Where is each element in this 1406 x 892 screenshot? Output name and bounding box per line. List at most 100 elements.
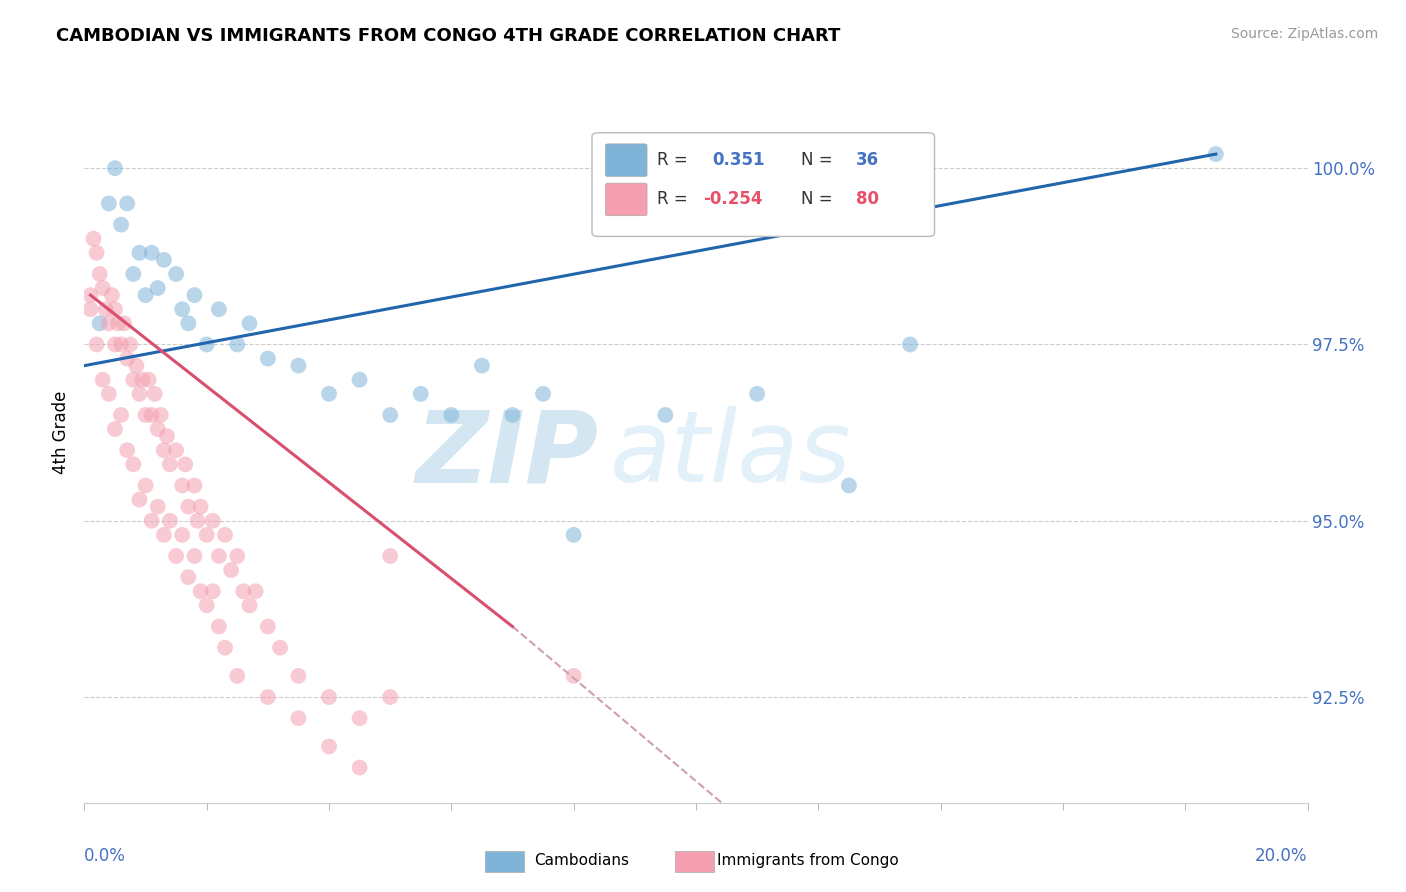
Text: 36: 36 — [856, 151, 879, 169]
Point — [177, 500, 200, 514]
Point — [269, 640, 291, 655]
Point — [172, 302, 194, 317]
Point — [112, 316, 135, 330]
Point — [183, 478, 205, 492]
Point — [153, 528, 176, 542]
Point — [91, 373, 114, 387]
Point — [128, 492, 150, 507]
Point — [380, 408, 402, 422]
Point — [287, 711, 309, 725]
Point — [898, 337, 921, 351]
Point — [128, 245, 150, 260]
Point — [440, 408, 463, 422]
Point — [101, 288, 124, 302]
Point — [104, 422, 127, 436]
Text: 80: 80 — [856, 190, 879, 209]
Point — [107, 316, 129, 330]
Point — [125, 359, 148, 373]
Point — [110, 337, 132, 351]
Point — [86, 337, 108, 351]
Point — [97, 387, 120, 401]
Point — [201, 584, 224, 599]
Point — [226, 549, 249, 563]
Point — [562, 528, 585, 542]
Point — [174, 458, 197, 472]
Point — [531, 387, 554, 401]
Point — [177, 316, 200, 330]
Point — [146, 422, 169, 436]
Point — [79, 302, 101, 317]
Point — [214, 528, 236, 542]
Point — [146, 281, 169, 295]
Text: atlas: atlas — [610, 407, 852, 503]
Text: N =: N = — [801, 151, 832, 169]
Point — [159, 514, 181, 528]
Point — [135, 478, 157, 492]
Point — [232, 584, 254, 599]
Text: Immigrants from Congo: Immigrants from Congo — [717, 854, 898, 868]
Point — [115, 196, 138, 211]
Point — [195, 528, 218, 542]
Text: 0.351: 0.351 — [711, 151, 765, 169]
Point — [257, 690, 280, 704]
Point — [238, 599, 260, 613]
Point — [131, 373, 153, 387]
Point — [214, 640, 236, 655]
Point — [89, 267, 111, 281]
Point — [115, 351, 138, 366]
Point — [138, 373, 160, 387]
Point — [159, 458, 181, 472]
Point — [226, 337, 249, 351]
Point — [195, 337, 218, 351]
Point — [190, 584, 212, 599]
Point — [349, 760, 371, 774]
Point — [94, 302, 117, 317]
Point — [120, 337, 142, 351]
Point — [91, 281, 114, 295]
Point — [654, 408, 676, 422]
Point — [380, 690, 402, 704]
Point — [104, 302, 127, 317]
Point — [349, 711, 371, 725]
Point — [97, 196, 120, 211]
Text: ZIP: ZIP — [415, 407, 598, 503]
Point — [219, 563, 242, 577]
Text: 0.0%: 0.0% — [84, 847, 127, 865]
Point — [122, 458, 145, 472]
Point — [165, 443, 187, 458]
Point — [471, 359, 494, 373]
Point — [110, 408, 132, 422]
Point — [245, 584, 267, 599]
Point — [318, 739, 340, 754]
Text: R =: R = — [657, 151, 693, 169]
Text: 20.0%: 20.0% — [1256, 847, 1308, 865]
Y-axis label: 4th Grade: 4th Grade — [52, 391, 70, 475]
Point — [165, 549, 187, 563]
Text: Cambodians: Cambodians — [534, 854, 630, 868]
Point — [149, 408, 172, 422]
Point — [190, 500, 212, 514]
Point — [183, 549, 205, 563]
Point — [172, 478, 194, 492]
Point — [186, 514, 208, 528]
Point — [115, 443, 138, 458]
Text: R =: R = — [657, 190, 688, 209]
Point — [156, 429, 179, 443]
Point — [128, 387, 150, 401]
Point — [747, 387, 769, 401]
Point — [183, 288, 205, 302]
Text: CAMBODIAN VS IMMIGRANTS FROM CONGO 4TH GRADE CORRELATION CHART: CAMBODIAN VS IMMIGRANTS FROM CONGO 4TH G… — [56, 27, 841, 45]
Point — [104, 337, 127, 351]
Point — [146, 500, 169, 514]
Point — [104, 161, 127, 176]
Point — [1205, 147, 1227, 161]
Point — [135, 408, 157, 422]
Point — [502, 408, 524, 422]
Point — [257, 619, 280, 633]
Point — [409, 387, 432, 401]
Point — [318, 690, 340, 704]
Point — [838, 478, 860, 492]
Point — [208, 549, 231, 563]
Point — [165, 267, 187, 281]
FancyBboxPatch shape — [606, 183, 647, 216]
